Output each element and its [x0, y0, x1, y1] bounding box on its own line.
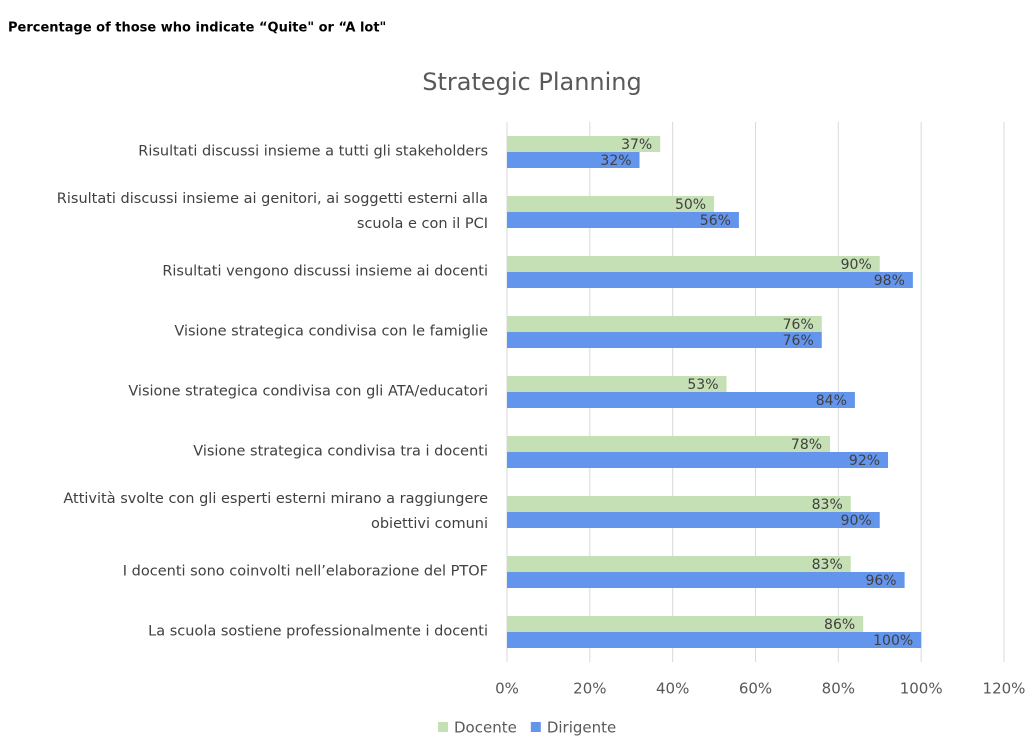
heading: Percentage of those who indicate “Quite"…: [8, 21, 386, 36]
bar: [507, 632, 922, 648]
data-label: 86%: [824, 617, 855, 633]
data-label: 83%: [812, 497, 843, 513]
y-tick-label: Attività svolte con gli esperti esterni …: [63, 491, 488, 532]
y-tick-label: I docenti sono coinvolti nell’elaborazio…: [122, 563, 488, 580]
data-label: 84%: [816, 393, 847, 409]
data-label: 76%: [783, 317, 814, 333]
chart-title: Strategic Planning: [422, 68, 642, 96]
y-tick-label: Visione strategica condivisa con le fami…: [174, 323, 488, 340]
data-label: 96%: [865, 573, 896, 589]
data-label: 53%: [687, 377, 718, 393]
bar: [507, 556, 851, 572]
data-label: 32%: [600, 153, 631, 169]
bar: [507, 616, 864, 632]
data-label: 83%: [812, 557, 843, 573]
x-tick-label: 120%: [983, 680, 1026, 698]
data-label: 100%: [873, 633, 913, 649]
data-label: 92%: [849, 453, 880, 469]
legend-label: Docente: [454, 719, 517, 737]
x-tick-label: 20%: [573, 680, 606, 698]
bar: [507, 212, 739, 228]
x-tick-label: 40%: [656, 680, 689, 698]
x-tick-label: 60%: [739, 680, 772, 698]
data-label: 76%: [783, 333, 814, 349]
bar: [507, 152, 640, 168]
legend-swatch: [530, 722, 541, 732]
bar: [507, 376, 727, 392]
y-tick-label: Risultati vengono discussi insieme ai do…: [162, 263, 488, 280]
bar: [507, 316, 822, 332]
data-label: 56%: [700, 213, 731, 229]
x-tick-label: 80%: [822, 680, 855, 698]
bar: [507, 196, 715, 212]
x-tick-label: 0%: [495, 680, 519, 698]
bar: [507, 496, 851, 512]
bar: [507, 272, 913, 288]
data-label: 90%: [841, 513, 872, 529]
y-tick-label: Risultati discussi insieme ai genitori, …: [56, 191, 488, 232]
bar: [507, 512, 880, 528]
legend-label: Dirigente: [547, 719, 616, 737]
bar: [507, 572, 905, 588]
bar: [507, 136, 661, 152]
data-label: 90%: [841, 257, 872, 273]
legend-swatch: [438, 722, 448, 732]
y-tick-label: Visione strategica condivisa tra i docen…: [193, 443, 488, 460]
data-label: 37%: [621, 137, 652, 153]
x-tick-label: 100%: [900, 680, 943, 698]
data-label: 78%: [791, 437, 822, 453]
bar: [507, 436, 831, 452]
bar: [507, 332, 822, 348]
y-tick-label: Visione strategica condivisa con gli ATA…: [128, 383, 488, 400]
bar: [507, 452, 889, 468]
y-tick-label: La scuola sostiene professionalmente i d…: [148, 623, 488, 640]
bar: [507, 392, 855, 408]
data-label: 50%: [675, 197, 706, 213]
bar: [507, 256, 880, 272]
data-label: 98%: [874, 273, 905, 289]
y-tick-label: Risultati discussi insieme a tutti gli s…: [138, 143, 488, 160]
